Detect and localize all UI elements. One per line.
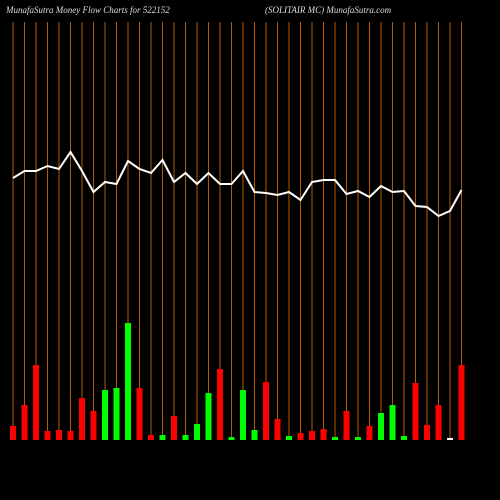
- bar: [424, 425, 430, 440]
- bar: [366, 426, 373, 440]
- bar: [309, 431, 315, 440]
- bar: [205, 393, 212, 440]
- bar: [251, 430, 258, 440]
- bar: [286, 436, 292, 440]
- bar: [240, 390, 246, 440]
- bar: [435, 405, 442, 440]
- bar: [194, 424, 200, 440]
- bar: [90, 411, 97, 440]
- bar: [44, 431, 51, 440]
- bar: [79, 398, 85, 440]
- bar: [102, 390, 108, 440]
- bar: [401, 436, 407, 440]
- bar: [113, 388, 120, 440]
- bar: [10, 426, 16, 440]
- bar: [171, 416, 177, 440]
- bar: [125, 323, 131, 440]
- bar: [263, 382, 269, 440]
- bar: [320, 429, 327, 440]
- bar: [378, 413, 384, 440]
- bar: [297, 433, 304, 440]
- bar: [412, 383, 419, 440]
- bar: [343, 411, 350, 440]
- bar: [228, 437, 235, 440]
- bar: [355, 437, 361, 440]
- chart-title: MunafaSutra Money Flow Charts for 522152: [5, 5, 170, 15]
- bar: [148, 435, 154, 440]
- bar: [274, 419, 281, 440]
- chart-subtitle: (SOLITAIR MC) MunafaSutra.com: [265, 5, 392, 15]
- bar: [389, 405, 396, 440]
- bar: [136, 388, 143, 440]
- bar: [33, 365, 39, 440]
- bar: [447, 438, 453, 440]
- bar: [458, 365, 465, 440]
- bar: [217, 369, 223, 440]
- money-flow-line: [12, 150, 463, 218]
- bar: [159, 435, 166, 440]
- bar: [332, 437, 338, 440]
- bar: [67, 431, 74, 440]
- bar: [182, 435, 189, 440]
- bar: [21, 405, 28, 440]
- bar: [56, 430, 62, 440]
